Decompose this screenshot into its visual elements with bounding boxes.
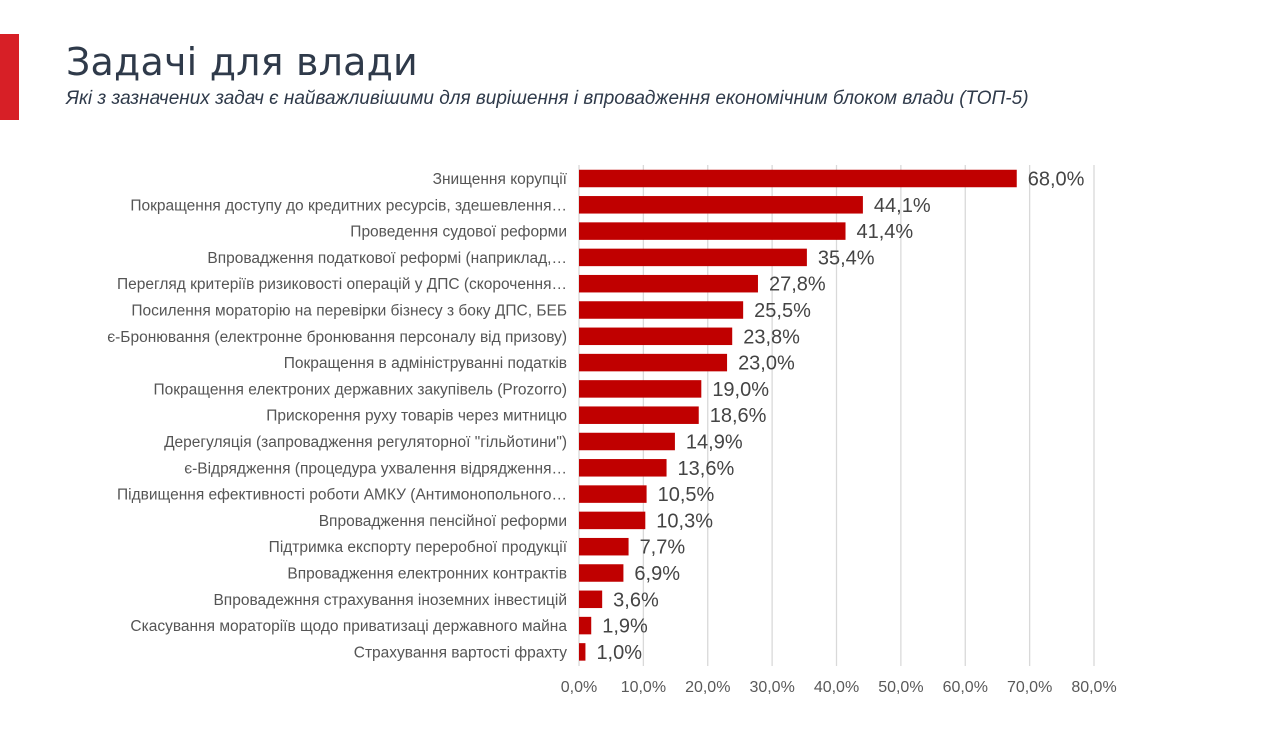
page-subtitle: Які з зазначених задач є найважливішими … <box>66 88 1029 109</box>
category-label: є-Бронювання (електронне бронювання перс… <box>107 329 567 346</box>
data-label: 7,7% <box>640 537 686 559</box>
gridlines <box>578 165 1095 666</box>
category-label: Впровадежння страхування іноземних інвес… <box>213 592 567 609</box>
bar <box>579 406 699 424</box>
bar <box>579 353 728 372</box>
data-label: 68,0% <box>1028 169 1085 191</box>
data-label: 19,0% <box>712 379 769 401</box>
category-label: Проведення судової реформи <box>350 224 567 241</box>
x-tick-label: 40,0% <box>814 679 859 696</box>
data-label: 13,6% <box>678 458 735 480</box>
data-label: 3,6% <box>613 589 659 611</box>
value-labels: 68,0% 44,1% 41,4% 35,4% 27,8% 25,5% 23,8% 23,0%… <box>596 169 1084 664</box>
x-tick-label: 50,0% <box>878 679 923 696</box>
data-label: 10,3% <box>656 510 713 532</box>
bar <box>579 196 863 214</box>
bar <box>579 485 647 503</box>
data-label: 14,9% <box>686 432 743 454</box>
category-label: Перегляд критеріїв ризиковості операцій … <box>117 276 567 293</box>
category-label: Впровадження пенсійної реформи <box>319 513 567 530</box>
category-label: Скасування мораторіїв щодо приватизаці д… <box>130 618 567 635</box>
category-label: Впровадження електронних контрактів <box>287 566 567 583</box>
bar <box>579 537 629 556</box>
bar <box>579 222 846 240</box>
bar <box>579 380 702 398</box>
data-label: 10,5% <box>658 484 715 506</box>
x-tick-label: 30,0% <box>749 679 794 696</box>
category-label: Страхування вартості фрахту <box>354 644 567 661</box>
data-label: 1,9% <box>602 616 648 638</box>
data-label: 23,8% <box>743 326 800 348</box>
x-tick-label: 20,0% <box>685 679 730 696</box>
x-tick-label: 10,0% <box>621 679 666 696</box>
category-label: є-Відрядження (процедура ухвалення відря… <box>184 460 567 477</box>
accent-bar <box>0 34 19 120</box>
bar <box>579 643 586 661</box>
data-label: 1,0% <box>596 642 642 664</box>
category-label: Дерегуляція (запровадження регуляторної … <box>164 434 567 451</box>
category-label: Впровадження податкової реформі (наприкл… <box>207 250 567 267</box>
category-label: Підтримка експорту переробної продукції <box>269 539 568 556</box>
data-label: 41,4% <box>857 221 914 243</box>
bar <box>579 432 675 451</box>
data-label: 35,4% <box>818 247 875 269</box>
category-label: Посилення мораторію на перевірки бізнесу… <box>131 303 567 320</box>
data-label: 25,5% <box>754 300 811 322</box>
bar <box>579 301 744 319</box>
x-tick-label: 60,0% <box>943 679 988 696</box>
category-label: Покращення електроних державних закупіве… <box>153 381 567 398</box>
category-label: Знищення корупції <box>433 171 568 188</box>
data-label: 23,0% <box>738 353 795 375</box>
x-tick-label: 70,0% <box>1007 679 1052 696</box>
bar <box>579 459 667 477</box>
bar <box>579 248 807 267</box>
bar <box>579 616 592 635</box>
data-label: 18,6% <box>710 405 767 427</box>
bar <box>579 564 624 582</box>
bar <box>579 169 1017 188</box>
bar <box>579 590 603 609</box>
bar <box>579 327 733 346</box>
bar <box>579 274 758 293</box>
data-label: 27,8% <box>769 274 826 296</box>
data-label: 44,1% <box>874 195 931 217</box>
category-label: Прискорення руху товарів через митницю <box>266 408 567 425</box>
category-label: Підвищення ефективності роботи АМКУ (Ант… <box>117 487 567 504</box>
x-axis-tick-labels: 0,0% 10,0% 20,0% 30,0% 40,0% 50,0% 60,0% 70,0% 8… <box>561 679 1117 696</box>
bars <box>579 169 1017 661</box>
page-title: Задачі для влади <box>66 40 418 84</box>
category-labels: Знищення корупції Покращення доступу до к… <box>107 171 567 661</box>
category-label: Покращення в адмініструванні податків <box>284 355 567 372</box>
x-tick-label: 0,0% <box>561 679 597 696</box>
category-label: Покращення доступу до кредитних ресурсів… <box>130 197 567 214</box>
bar <box>579 511 646 530</box>
x-tick-label: 80,0% <box>1071 679 1116 696</box>
data-label: 6,9% <box>634 563 680 585</box>
